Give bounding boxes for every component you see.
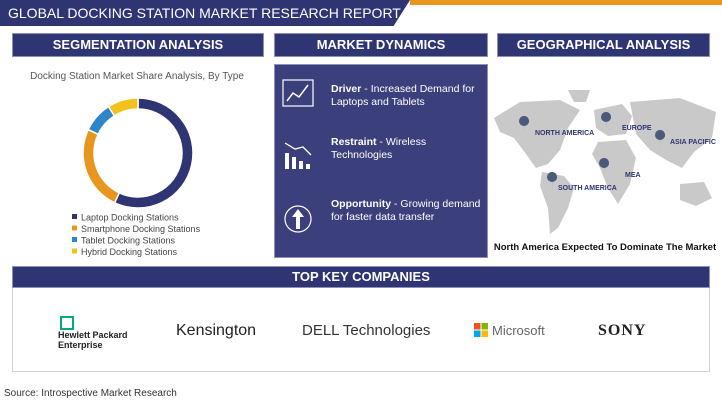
chart-title: Docking Station Market Share Analysis, B… (30, 71, 244, 82)
region-label: SOUTH AMERICA (558, 185, 617, 192)
legend-label: Hybrid Docking Stations (81, 247, 178, 257)
donut-slice (82, 128, 121, 204)
legend-label: Smartphone Docking Stations (81, 224, 201, 234)
driver-icon (282, 79, 314, 107)
title-bar (0, 0, 410, 26)
page-title: GLOBAL DOCKING STATION MARKET RESEARCH R… (8, 5, 401, 21)
company-logo: Microsoft (492, 323, 545, 338)
section-heading: MARKET DYNAMICS (274, 33, 488, 57)
hpe-mark (60, 316, 74, 330)
dynamics-panel: Driver - Increased Demand for Laptops an… (274, 64, 488, 258)
driver: Driver - Increased Demand for Laptops an… (331, 83, 481, 109)
section-heading: SEGMENTATION ANALYSIS (12, 33, 264, 57)
opportunity: Opportunity - Growing demand for faster … (331, 198, 481, 224)
legend-label: Laptop Docking Stations (81, 212, 179, 222)
region-label: NORTH AMERICA (535, 130, 595, 137)
source: Source: Introspective Market Research (4, 388, 177, 399)
opportunity-icon (284, 205, 312, 233)
company-logo: SONY (598, 322, 647, 339)
region-label: EUROPE (622, 125, 652, 132)
company-logo: Kensington (176, 322, 257, 339)
companies-panel (12, 288, 710, 372)
world-map (494, 90, 716, 234)
company-logo: DELL Technologies (302, 322, 431, 339)
restraint-icon (284, 142, 312, 169)
geo-caption: North America Expected To Dominate The M… (493, 242, 717, 253)
legend-swatch (72, 237, 77, 242)
region-label: ASIA PACIFIC (670, 139, 716, 146)
item-label: Driver (331, 83, 362, 95)
region-label: MEA (625, 172, 641, 179)
item-text: - Growing demand for faster data transfe… (331, 198, 481, 223)
company-logo: Hewlett Packard Enterprise (58, 330, 128, 350)
legend-label: Tablet Docking Stations (81, 235, 176, 245)
accent-line (410, 0, 722, 5)
section-heading: TOP KEY COMPANIES (12, 266, 710, 288)
microsoft-mark (474, 323, 488, 337)
item-label: Restraint (331, 136, 377, 148)
donut-slice (107, 97, 139, 117)
item-label: Opportunity (331, 198, 392, 210)
donut-slice (113, 97, 194, 209)
legend-swatch (72, 225, 77, 231)
donut-chart: Laptop Docking Stations Smartphone Dockin… (72, 97, 201, 257)
section-heading: GEOGRAPHICAL ANALYSIS (497, 33, 710, 57)
legend-swatch (72, 248, 77, 254)
item-text: - Wireless Technologies (331, 136, 427, 161)
item-text: - Increased Demand for Laptops and Table… (331, 83, 475, 108)
legend-swatch (72, 214, 77, 219)
restraint: Restraint - Wireless Technologies (331, 136, 481, 162)
